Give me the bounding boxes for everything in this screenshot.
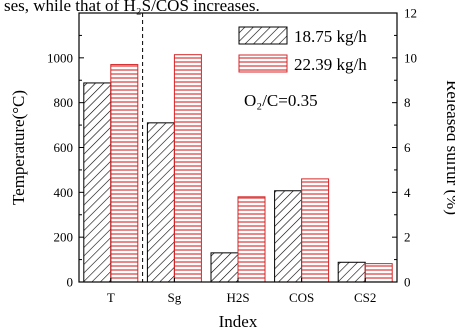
y2-axis-title: Released sulfur (%)	[443, 80, 455, 215]
bar-cs2-series2	[364, 263, 393, 283]
bar-cos-series2	[301, 178, 330, 283]
legend-label-series1: 18.75 kg/h	[294, 27, 367, 46]
y-tick-label-0: 0	[67, 275, 74, 290]
y-tick-label-800: 800	[54, 95, 74, 110]
bar-t-series1	[83, 82, 112, 283]
bar-h2s-series2	[237, 196, 266, 283]
x-tick-label-h2s: H2S	[226, 290, 249, 305]
bar-t-series2	[110, 64, 139, 283]
axes-layer: T Sg H2S COS CS2 0 200 400 600 800 1000 0 2 4 6 8 10 12	[47, 6, 417, 306]
y-tick-label-1000: 1000	[47, 50, 73, 65]
ratio-annotation: O₂/C=0.35	[244, 91, 318, 110]
x-axis-title: Index	[219, 312, 258, 331]
y-tick-label-400: 400	[54, 185, 74, 200]
legend: 18.75 kg/h 22.39 kg/h	[238, 26, 367, 74]
x-tick-label-sg: Sg	[168, 290, 182, 305]
y-axis-title: Temperature(°C)	[9, 90, 28, 205]
caption-fragment: ses, while that of H₂S/COS increases.	[4, 0, 260, 15]
bar-cos-series1	[274, 190, 303, 283]
legend-swatch-series1	[238, 26, 288, 45]
y2-tick-label-10: 10	[404, 50, 417, 65]
y-tick-label-200: 200	[54, 230, 74, 245]
bar-sg-series1	[146, 122, 175, 283]
bar-cs2-series1	[337, 261, 366, 283]
bar-h2s-series1	[210, 252, 239, 283]
legend-swatch-series2	[238, 54, 288, 73]
y2-tick-label-4: 4	[404, 185, 411, 200]
y2-tick-label-2: 2	[404, 230, 411, 245]
y2-tick-label-8: 8	[404, 95, 411, 110]
y2-tick-label-6: 6	[404, 140, 411, 155]
x-tick-label-cos: COS	[289, 290, 314, 305]
y-tick-label-600: 600	[54, 140, 74, 155]
bar-sg-series2	[173, 54, 202, 283]
bars-layer	[83, 54, 393, 283]
legend-label-series2: 22.39 kg/h	[294, 55, 367, 74]
x-tick-label-t: T	[107, 290, 115, 305]
y2-tick-label-12: 12	[404, 6, 417, 21]
y2-tick-label-0: 0	[404, 275, 411, 290]
x-tick-label-cs2: CS2	[354, 290, 376, 305]
